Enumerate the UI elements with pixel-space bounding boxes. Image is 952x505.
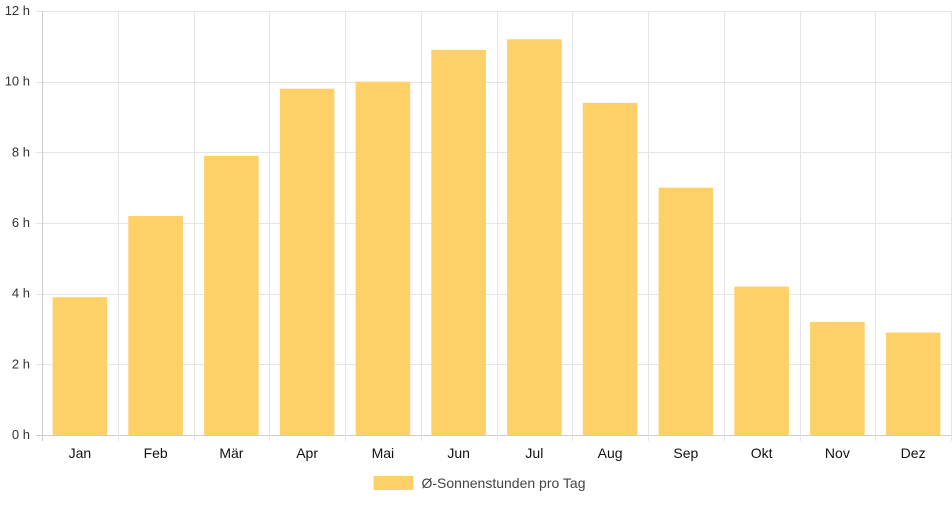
x-tick-label: Mär [219, 445, 243, 461]
grid-layer [36, 11, 952, 441]
legend-label[interactable]: Ø-Sonnenstunden pro Tag [422, 475, 586, 491]
bar-okt[interactable] [734, 286, 789, 435]
y-tick-label: 0 h [12, 427, 30, 442]
bar-jan[interactable] [52, 297, 108, 435]
bar-sep[interactable] [658, 187, 714, 435]
y-tick-label: 12 h [5, 3, 30, 18]
bar-nov[interactable] [810, 321, 865, 435]
bar-jul[interactable] [507, 39, 562, 436]
x-tick-label: Sep [673, 445, 698, 461]
x-tick-label: Jan [69, 445, 92, 461]
legend-swatch[interactable] [373, 476, 414, 490]
x-tick-label: Okt [751, 445, 773, 461]
y-tick-label: 2 h [12, 356, 30, 371]
bar-mär[interactable] [204, 155, 259, 435]
bar-apr[interactable] [279, 88, 335, 435]
bar-aug[interactable] [582, 102, 638, 435]
y-tick-label: 10 h [5, 74, 30, 89]
x-axis-ticks: Jan Feb Mär Apr Mai Jun Jul Aug Sep Okt Nov Dez [69, 445, 926, 461]
x-tick-label: Dez [901, 445, 926, 461]
y-tick-label: 6 h [12, 215, 30, 230]
bar-feb[interactable] [128, 215, 183, 435]
x-tick-label: Feb [144, 445, 168, 461]
x-tick-label: Jun [447, 445, 470, 461]
y-tick-label: 4 h [12, 286, 30, 301]
x-tick-label: Aug [598, 445, 623, 461]
x-tick-label: Nov [825, 445, 850, 461]
bar-mai[interactable] [355, 81, 411, 436]
x-tick-label: Mai [372, 445, 395, 461]
bar-jun[interactable] [431, 49, 486, 435]
bars-layer [52, 39, 941, 436]
y-axis-ticks: 0 h 2 h 4 h 6 h 8 h 10 h 12 h [5, 3, 30, 442]
bar-dez[interactable] [885, 332, 941, 435]
y-tick-label: 8 h [12, 144, 30, 159]
x-tick-label: Apr [296, 445, 318, 461]
legend[interactable]: Ø-Sonnenstunden pro Tag [373, 475, 586, 491]
x-tick-label: Jul [525, 445, 543, 461]
